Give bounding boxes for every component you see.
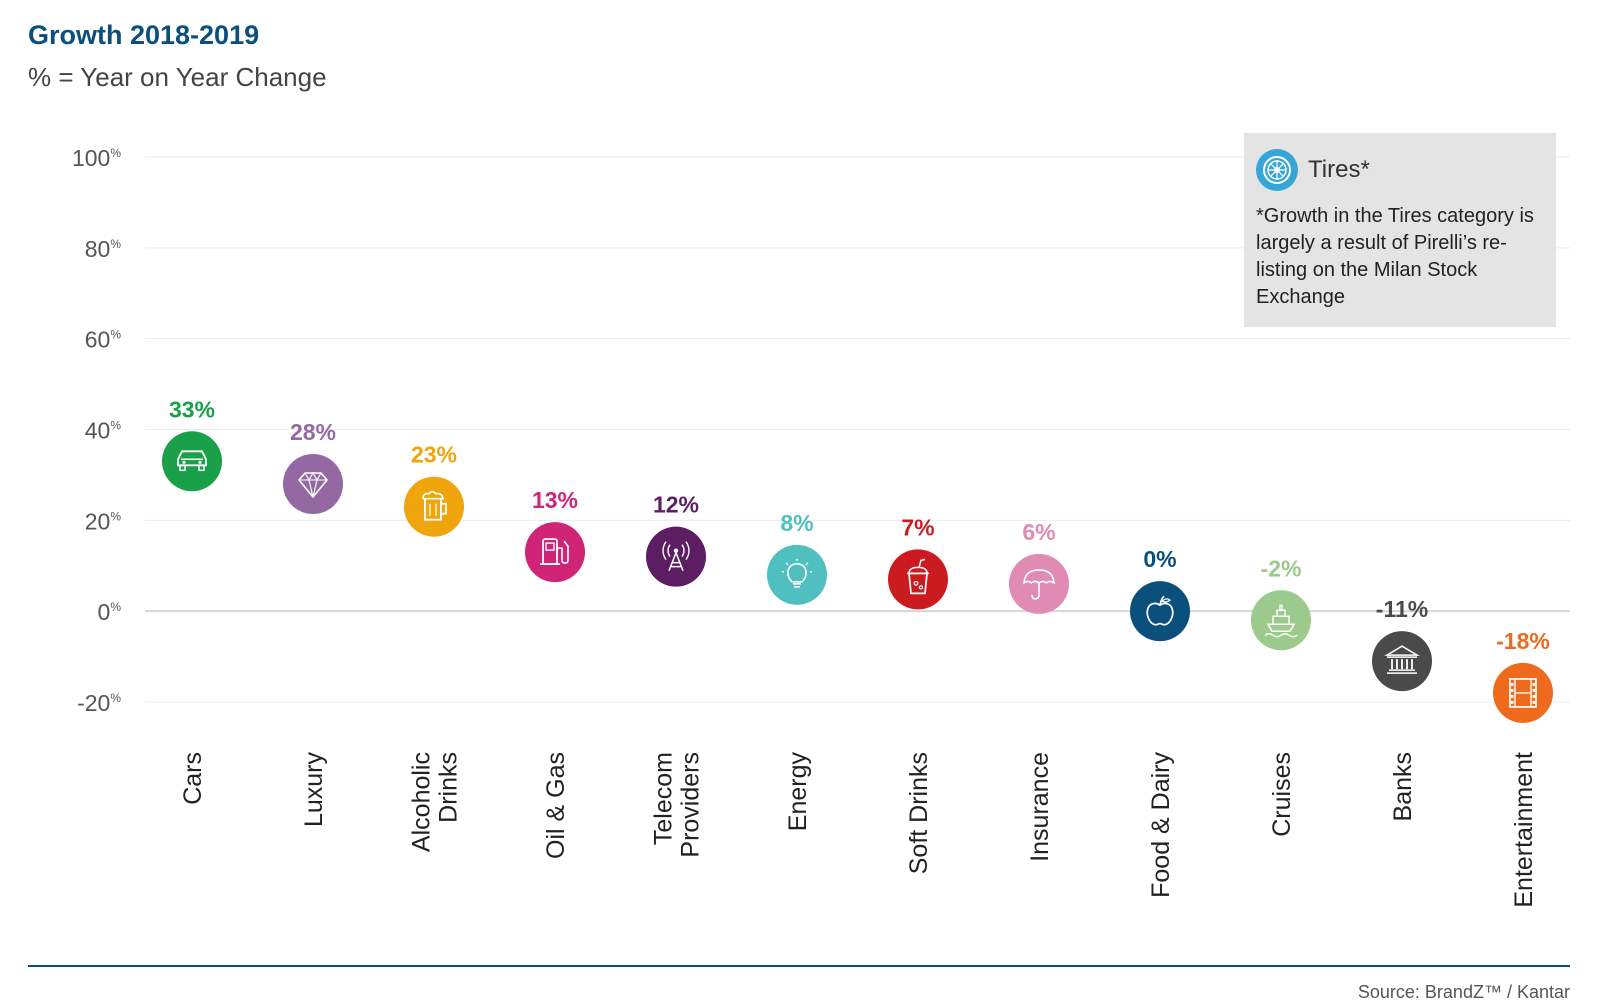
chart-subtitle: % = Year on Year Change [28,62,327,92]
data-label: 33% [169,396,215,422]
category-label: Oil & Gas [542,752,570,859]
data-point-circle [1130,581,1190,642]
data-label: 12% [653,492,699,518]
data-point: 12% [646,492,706,587]
data-label: 0% [1143,546,1176,572]
data-point: 7% [888,514,948,610]
soda-cup-icon [907,558,929,595]
data-label: 28% [290,419,336,445]
tires-note-box: Tires* *Growth in the Tires category is … [1244,133,1556,327]
y-tick-label: 60% [85,327,122,353]
data-label: 8% [780,510,813,536]
data-point: 28% [283,419,343,514]
category-label: Luxury [300,752,328,828]
y-tick-label: 0% [98,599,122,625]
data-point-circle [888,549,948,610]
data-label: -18% [1496,628,1550,654]
tire-icon [1256,149,1298,191]
data-label: 7% [901,514,934,540]
data-point-circle [283,454,343,514]
data-point: -18% [1493,628,1553,723]
tires-note-header: Tires* [1256,147,1544,193]
data-point: -2% [1251,555,1311,651]
data-label: 13% [532,487,578,513]
data-point-circle [1251,590,1311,651]
y-tick-label: 40% [85,418,122,444]
tires-note-text: *Growth in the Tires category is largely… [1256,205,1534,308]
data-point: 6% [1009,519,1069,614]
data-point: 23% [404,442,464,537]
data-label: 23% [411,442,457,468]
category-label: Energy [784,752,812,832]
footer-divider [28,965,1570,967]
category-label: Alcoholic [408,752,436,852]
category-label: Telecom [650,752,678,845]
y-tick-label: 80% [85,236,122,262]
beer-mug-icon [422,490,447,521]
chart-canvas: 100% 80% 60% 40% 20% 0% -20% 33% Cars 28% Luxury 23… [72,145,1570,908]
category-label: Soft Drinks [905,752,933,874]
data-point: 13% [525,487,585,583]
category-label: Entertainment [1510,752,1538,908]
data-point-circle [646,526,706,587]
light-bulb-icon [782,558,812,588]
category-label: Cruises [1268,752,1296,837]
category-label: Insurance [1026,752,1054,862]
apple-icon [1146,595,1174,626]
data-point-circle [767,544,827,605]
y-tick-label: -20% [77,690,121,716]
chart-title: Growth 2018-2019 [28,20,260,50]
film-icon [1509,678,1537,708]
data-point: 8% [767,510,827,605]
data-point: -11% [1372,596,1432,692]
data-point: 0% [1130,546,1190,642]
source-credit: Source: BrandZ™ / Kantar [1357,982,1570,1002]
category-label: Cars [179,752,207,805]
antenna-icon [662,541,690,571]
data-label: -11% [1376,596,1428,622]
data-point-circle [525,522,585,583]
data-label: -2% [1261,555,1302,581]
ship-icon [1264,604,1298,638]
umbrella-icon [1023,569,1055,600]
data-point-circle [162,431,222,492]
y-tick-label: 100% [72,145,121,171]
category-label: Providers [677,752,705,858]
data-point-circle [404,476,464,537]
tires-note-title: Tires* [1308,156,1370,183]
y-tick-label: 20% [85,508,122,534]
category-label: Banks [1389,752,1417,821]
data-point: 33% [162,396,222,492]
fuel-pump-icon [540,538,569,566]
category-label: Food & Dairy [1147,752,1175,898]
diamond-icon [297,471,329,499]
data-label: 6% [1022,519,1055,545]
category-label: Drinks [435,752,463,823]
bank-icon [1384,645,1420,674]
car-icon [177,450,207,472]
